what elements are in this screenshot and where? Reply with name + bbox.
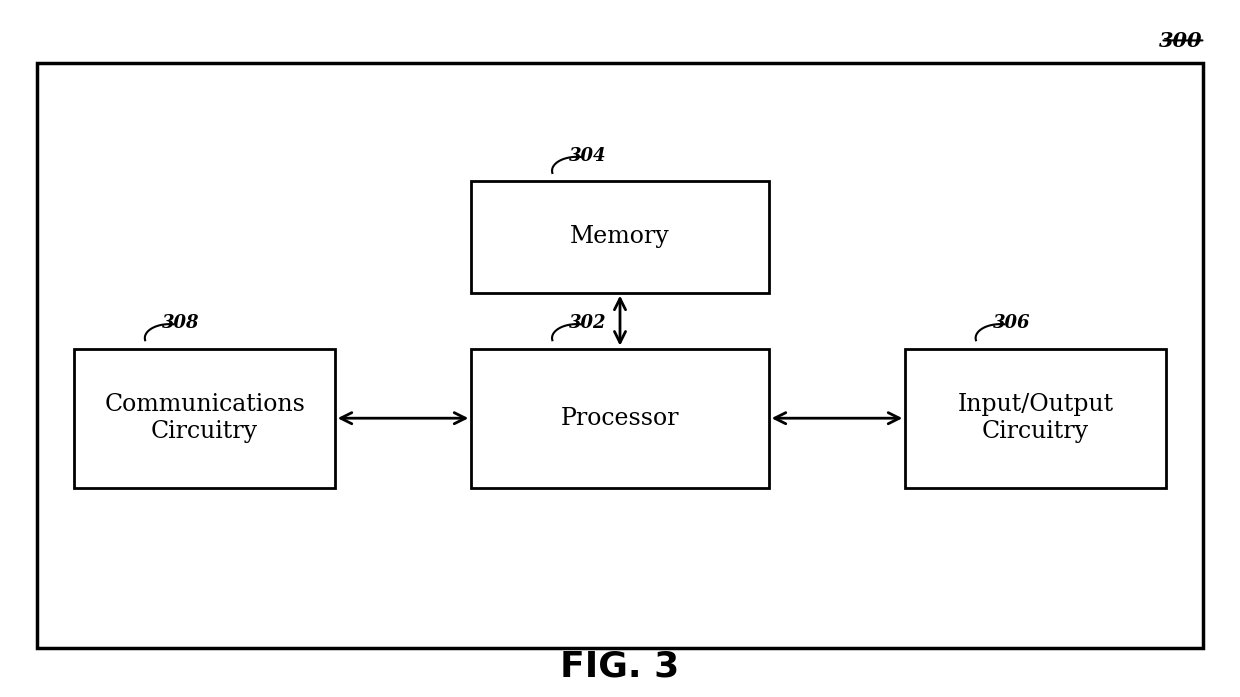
Text: FIG. 3: FIG. 3 [560,649,680,683]
Text: Communications
Circuitry: Communications Circuitry [104,393,305,443]
Bar [471,348,769,488]
Bar [37,63,1203,648]
Text: Memory: Memory [570,226,670,248]
Bar [905,348,1166,488]
Text: Processor: Processor [560,407,680,429]
Text: 304: 304 [569,147,606,165]
Text: 308: 308 [162,314,200,332]
Bar [471,181,769,293]
Text: 306: 306 [993,314,1030,332]
Text: Input/Output
Circuitry: Input/Output Circuitry [957,393,1114,443]
Text: 300: 300 [1159,31,1203,52]
Text: 302: 302 [569,314,606,332]
Bar [74,348,335,488]
